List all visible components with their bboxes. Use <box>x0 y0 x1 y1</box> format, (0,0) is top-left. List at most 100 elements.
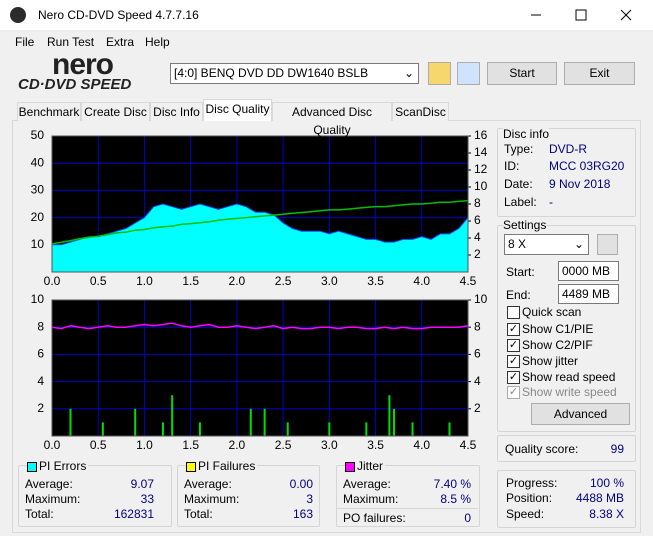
window-controls[interactable] <box>510 0 653 30</box>
group-title: Settings <box>503 218 547 232</box>
y2-tick-label: 14 <box>474 145 488 159</box>
x-tick-label: 4.0 <box>413 274 430 288</box>
group-title: PI Errors <box>37 459 89 473</box>
y2-tick-label: 10 <box>474 179 488 193</box>
stats-label: Average: <box>343 477 391 491</box>
bar <box>448 422 451 436</box>
start-button[interactable]: Start <box>487 62 557 85</box>
bar <box>101 422 104 436</box>
settings-group <box>497 225 636 432</box>
y-tick-label: 6 <box>37 347 44 361</box>
dropdown-arrow: ⌄ <box>403 66 414 80</box>
menu-item[interactable]: File <box>15 35 35 49</box>
end-input[interactable]: 4489 MB <box>558 284 619 304</box>
legend-swatch <box>186 462 196 472</box>
info-value: DVD-R <box>549 142 587 156</box>
line <box>51 199 469 245</box>
stats-label: Maximum: <box>184 492 240 506</box>
stats-group <box>336 465 480 527</box>
y2-tick-label: 6 <box>474 347 481 361</box>
bar <box>134 408 137 436</box>
group-title: Disc info <box>503 127 550 141</box>
x-tick-label: 1.5 <box>182 274 199 288</box>
y2-tick-label: 10 <box>474 292 488 306</box>
y-tick-label: 4 <box>37 374 44 388</box>
plot-area <box>52 300 468 436</box>
tab[interactable]: Disc Info <box>150 102 203 121</box>
info-label: Type: <box>504 142 534 156</box>
stats-value: 8.5 % <box>440 492 471 506</box>
stats-value: 163 <box>292 507 313 521</box>
x-tick-label: 0.0 <box>44 274 61 288</box>
tab[interactable]: Benchmark <box>17 102 81 121</box>
x-tick-label: 2.5 <box>275 274 292 288</box>
end-label: End: <box>506 288 531 302</box>
eject-button[interactable] <box>428 62 451 85</box>
advanced-button[interactable]: Advanced <box>531 403 630 425</box>
tab[interactable]: Create Disc <box>81 102 150 121</box>
stats-label: PO failures: <box>343 511 406 525</box>
group-title: PI Failures <box>196 459 258 473</box>
checkbox[interactable]: ✓ <box>507 339 520 352</box>
y-tick-label: 40 <box>31 155 45 169</box>
progress-group <box>497 470 636 528</box>
tab[interactable]: Advanced Disc Quality <box>272 102 392 137</box>
stats-value: 162831 <box>113 507 154 521</box>
divider <box>336 508 478 509</box>
x-tick-label: 1.0 <box>136 438 153 452</box>
plot-frame <box>51 135 469 273</box>
bar <box>161 422 164 436</box>
speed-select[interactable]: 8 X ⌄ <box>504 234 589 255</box>
y-tick-label: 30 <box>31 183 45 197</box>
checkbox-label: Show C2/PIF <box>522 338 593 352</box>
start-label: Start: <box>506 265 535 279</box>
checkbox[interactable]: ✓ <box>507 371 520 384</box>
bar <box>198 422 201 436</box>
window-title: Nero CD-DVD Speed 4.7.7.16 <box>38 8 199 22</box>
x-tick-label: 1.0 <box>136 274 153 288</box>
menu-item[interactable]: Run Test <box>47 35 95 49</box>
logo-brand: nero <box>52 48 114 81</box>
refresh-button[interactable] <box>597 234 618 255</box>
y-tick-label: 50 <box>31 128 45 142</box>
legend-swatch <box>27 462 37 472</box>
y2-tick-label: 8 <box>474 319 481 333</box>
bar <box>69 408 72 436</box>
x-tick-label: 1.5 <box>182 438 199 452</box>
checkbox[interactable]: ✓ <box>507 355 520 368</box>
tab[interactable]: Disc Quality <box>203 99 272 121</box>
y-tick-label: 10 <box>31 292 45 306</box>
progress-value: 100 % <box>589 476 624 490</box>
group-title: Jitter <box>355 459 386 473</box>
bar <box>328 422 331 436</box>
y2-tick-label: 16 <box>474 128 488 142</box>
stats-value: 7.40 % <box>433 477 471 491</box>
drive-select[interactable]: [4:0] BENQ DVD DD DW1640 BSLB ⌄ <box>170 63 419 84</box>
tab[interactable]: ScanDisc <box>392 102 449 121</box>
progress-value: 8.38 X <box>589 507 624 521</box>
y2-tick-label: 4 <box>474 374 481 388</box>
y-tick-label: 10 <box>31 237 45 251</box>
stats-label: Total: <box>184 507 213 521</box>
checkbox-label: Show write speed <box>522 385 617 399</box>
stats-value: 0.00 <box>289 477 313 491</box>
checkbox[interactable] <box>507 306 520 319</box>
save-button[interactable] <box>457 62 480 85</box>
exit-button[interactable]: Exit <box>564 62 635 85</box>
menu-item[interactable]: Help <box>145 35 170 49</box>
start-input[interactable]: 0000 MB <box>558 261 619 281</box>
stats-value: 0 <box>464 511 471 525</box>
checkbox[interactable]: ✓ <box>507 323 520 336</box>
x-tick-label: 0.5 <box>90 274 107 288</box>
menu-item[interactable]: Extra <box>106 35 135 49</box>
plot-frame <box>51 299 469 437</box>
speed-text: 8 X <box>508 237 527 251</box>
x-tick-label: 0.0 <box>44 438 61 452</box>
checkbox-label: Show jitter <box>522 354 579 368</box>
line <box>51 322 469 330</box>
x-tick-label: 0.5 <box>90 438 107 452</box>
y2-tick-label: 2 <box>474 401 481 415</box>
progress-label: Speed: <box>506 507 545 521</box>
